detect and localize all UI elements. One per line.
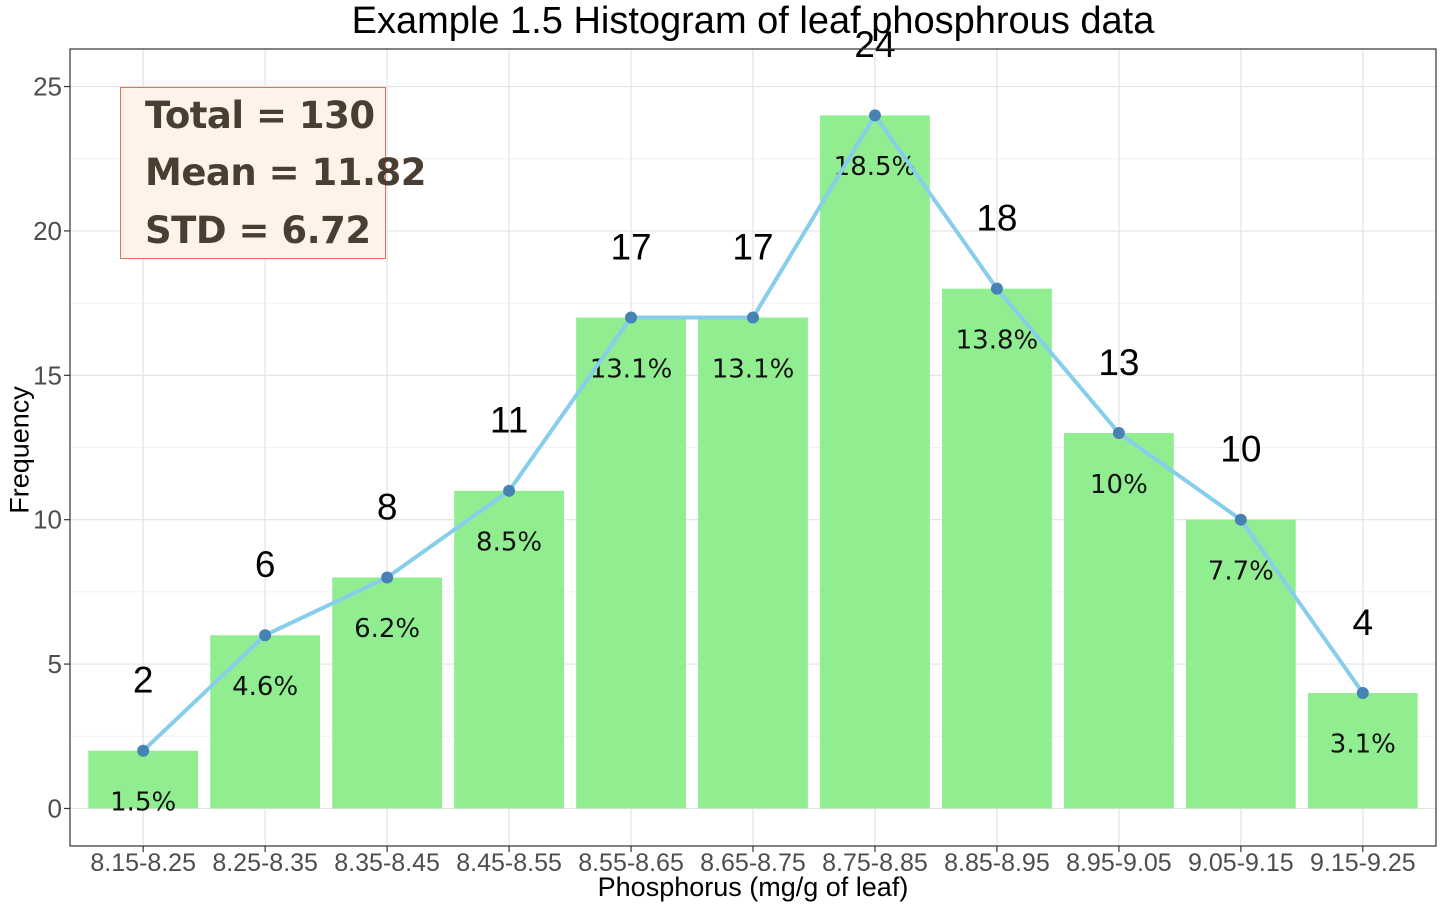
value-label: 13 [1098, 342, 1139, 383]
value-label: 10 [1220, 429, 1261, 470]
bar [454, 490, 564, 809]
x-tick-label: 8.65-8.75 [700, 849, 806, 877]
data-point [1112, 427, 1125, 440]
x-tick-label: 8.45-8.55 [456, 849, 562, 877]
percent-label: 8.5% [476, 528, 542, 558]
x-tick-label: 8.25-8.35 [212, 849, 318, 877]
data-point [1356, 686, 1369, 699]
bar [942, 288, 1052, 809]
x-tick-label: 8.95-9.05 [1066, 849, 1172, 877]
x-tick-label: 9.15-9.25 [1310, 849, 1416, 877]
x-tick-label: 8.15-8.25 [90, 849, 196, 877]
x-axis-label: Phosphorus (mg/g of leaf) [597, 872, 909, 902]
data-point [503, 484, 516, 497]
bar [576, 317, 686, 809]
value-label: 24 [854, 24, 895, 65]
x-tick-label: 8.85-8.95 [944, 849, 1050, 877]
bar [210, 635, 321, 809]
stats-std: STD = 6.72 [145, 209, 371, 252]
data-point [259, 629, 272, 642]
percent-label: 3.1% [1330, 730, 1396, 760]
y-tick-label: 5 [48, 649, 62, 679]
bar [820, 115, 930, 809]
data-point [381, 571, 394, 584]
percent-label: 1.5% [110, 787, 176, 817]
y-tick-label: 20 [33, 216, 62, 246]
y-tick-label: 15 [33, 360, 62, 390]
data-point [868, 109, 881, 122]
y-tick-label: 0 [48, 793, 62, 823]
value-label: 11 [490, 400, 528, 441]
data-point [1234, 513, 1247, 526]
bars [88, 115, 1418, 809]
value-label: 18 [976, 197, 1017, 238]
data-point [990, 282, 1003, 295]
bar [1307, 692, 1418, 809]
percent-label: 10% [1090, 470, 1148, 500]
x-tick-label: 9.05-9.15 [1188, 849, 1294, 877]
bar [698, 317, 808, 809]
data-point [137, 744, 150, 757]
x-tick-label: 8.35-8.45 [334, 849, 440, 877]
value-label: 2 [133, 660, 154, 701]
y-axis-label: Frequency [4, 386, 35, 514]
bar [332, 577, 442, 809]
percent-label: 13.1% [712, 354, 795, 384]
stats-mean: Mean = 11.82 [145, 151, 427, 194]
data-point [747, 311, 759, 324]
stats-total: Total = 130 [145, 94, 375, 137]
value-label: 6 [255, 544, 276, 585]
bar [1064, 433, 1174, 809]
value-label: 8 [377, 486, 398, 527]
percent-label: 6.2% [354, 614, 420, 644]
data-point [625, 311, 638, 324]
percent-label: 13.8% [956, 325, 1039, 355]
bar [1185, 519, 1296, 809]
bar [88, 750, 199, 809]
y-tick-label: 10 [33, 505, 62, 535]
x-tick-label: 8.75-8.85 [822, 849, 928, 877]
chart-title: Example 1.5 Histogram of leaf phosphrous… [351, 0, 1155, 42]
value-label: 17 [610, 226, 651, 267]
percent-label: 4.6% [232, 672, 298, 702]
value-label: 4 [1353, 602, 1374, 643]
percent-label: 7.7% [1208, 556, 1274, 586]
y-tick-label: 25 [33, 72, 62, 102]
x-tick-label: 8.55-8.65 [578, 849, 684, 877]
value-label: 17 [732, 226, 773, 267]
summary-stats-box: Total = 130 Mean = 11.82 STD = 6.72 [120, 87, 427, 259]
